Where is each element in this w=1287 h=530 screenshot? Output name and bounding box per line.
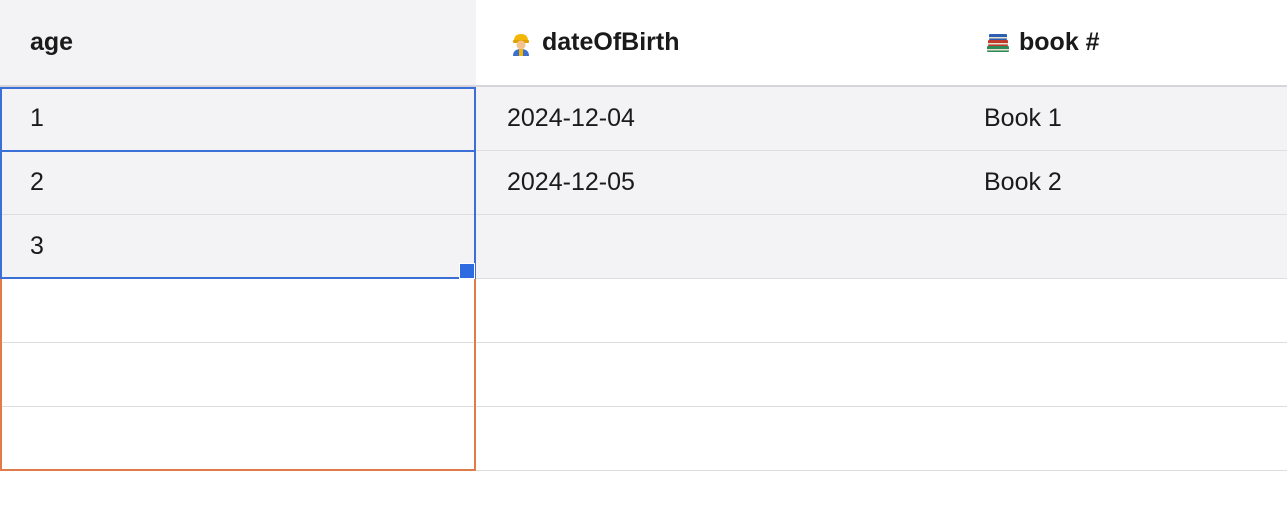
column-header-age[interactable]: age [0,0,476,85]
cell-age[interactable] [0,407,476,470]
table-row: 2 2024-12-05 Book 2 [0,151,1287,215]
cell-age[interactable] [0,343,476,406]
cell-book[interactable] [953,343,1287,406]
cell-age[interactable]: 2 [30,168,44,196]
construction-worker-icon [513,33,529,56]
books-icon [987,33,1009,52]
table-row: 3 [0,215,1287,279]
table-row: 1 2024-12-04 Book 1 [0,87,1287,151]
cell-dateofbirth[interactable]: 2024-12-05 [507,168,635,196]
table-row [0,407,1287,471]
table-row [0,343,1287,407]
fill-handle[interactable] [459,263,475,279]
column-header-label: book # [1019,28,1100,56]
cell-dateofbirth[interactable] [476,407,953,470]
cell-dateofbirth[interactable] [476,343,953,406]
cell-age[interactable]: 1 [30,104,44,132]
column-header-dateofbirth[interactable]: dateOfBirth [476,0,953,85]
column-header-label: age [30,28,74,56]
cell-dateofbirth[interactable] [476,279,953,342]
cell-book[interactable]: Book 2 [984,168,1062,196]
column-header-book[interactable]: book # [953,0,1287,85]
column-header-label: dateOfBirth [542,28,680,56]
cell-dateofbirth[interactable] [476,215,953,278]
cell-dateofbirth[interactable]: 2024-12-04 [507,104,635,132]
header-row: age dateOfBirth book # [0,0,1287,87]
cell-age[interactable] [0,279,476,342]
cell-age[interactable]: 3 [30,232,44,260]
data-grid: age dateOfBirth book # 1 [0,0,1287,471]
cell-book[interactable] [953,407,1287,470]
cell-book[interactable] [953,279,1287,342]
table-row [0,279,1287,343]
cell-book[interactable]: Book 1 [984,104,1062,132]
cell-book[interactable] [953,215,1287,278]
